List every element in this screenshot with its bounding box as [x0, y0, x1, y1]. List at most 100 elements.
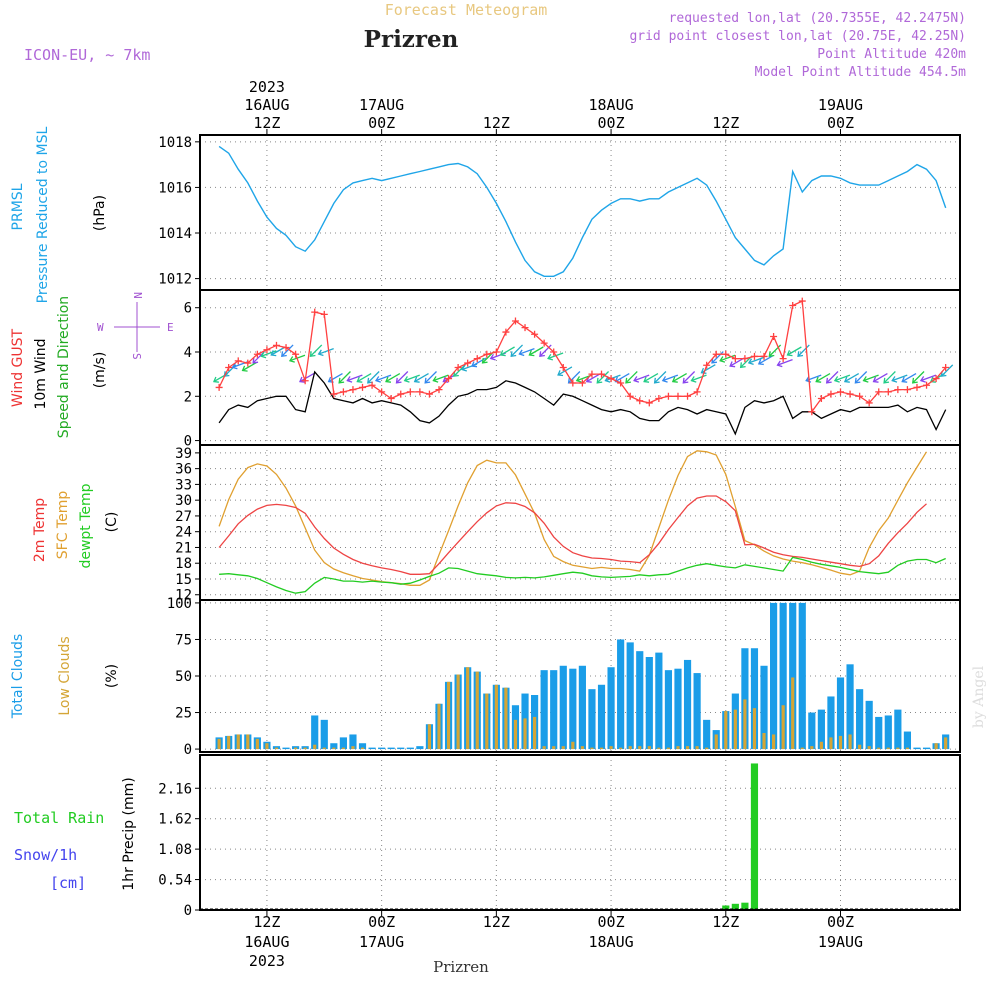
wind-arrow-shaft — [615, 373, 630, 383]
low-cloud-bar — [905, 747, 909, 750]
low-cloud-bar — [294, 747, 298, 750]
wind-arrow-head — [661, 376, 668, 383]
compass-rose: W E N S — [97, 292, 174, 360]
wind-arrow — [719, 354, 736, 363]
time-label-bottom: 12Z — [483, 913, 510, 931]
wind-arrow-head — [374, 376, 381, 383]
wind-arrow — [940, 364, 954, 377]
wind-arrow-head — [729, 361, 736, 368]
low-cloud-bar — [772, 734, 776, 750]
gust-marker — [789, 302, 797, 309]
low-cloud-bar — [934, 743, 938, 750]
total-cloud-bar — [913, 747, 921, 750]
low-cloud-bar — [236, 734, 240, 750]
clouds-label-low: Low Clouds — [57, 636, 73, 715]
wind-arrow-head — [825, 377, 832, 384]
gust-marker — [617, 379, 625, 387]
wind-arrow — [424, 371, 437, 384]
dewpoint-line — [219, 556, 946, 594]
wind-arrow-head — [671, 376, 678, 383]
total-cloud-bar — [645, 657, 653, 750]
wind-arrow-shaft — [768, 344, 782, 357]
panel-0-yaxis: 1012 1014 1016 1018 — [158, 135, 960, 288]
wind-arrow-shaft — [854, 371, 868, 384]
wind-arrow — [510, 344, 524, 358]
wind-arrow-shaft — [873, 373, 888, 383]
total-cloud-bar — [674, 668, 682, 750]
gust-marker — [263, 346, 271, 354]
wind-arrow-shaft — [662, 374, 679, 382]
total-cloud-bar — [330, 743, 338, 750]
wind-arrow-head — [539, 351, 545, 358]
wind-arrow-head — [385, 376, 392, 383]
gust-marker — [837, 388, 845, 396]
low-cloud-bar — [360, 747, 365, 750]
point-altitude: Point Altitude 420m — [817, 47, 966, 62]
ytick-label: 1.62 — [158, 812, 192, 828]
gridpoint-coords: grid point closest lon,lat (20.75E, 42.2… — [629, 29, 966, 44]
total-cloud-bar — [559, 665, 567, 750]
gust-marker — [884, 388, 892, 396]
gust-marker — [827, 390, 835, 398]
wind-arrow-shaft — [920, 374, 937, 382]
wind-arrow-head — [356, 376, 363, 383]
total-cloud-bar — [922, 747, 931, 750]
low-cloud-bar — [466, 667, 470, 750]
gust-marker — [865, 399, 873, 407]
wind-label-gust: Wind GUST — [10, 328, 26, 407]
low-cloud-bar — [303, 747, 307, 750]
wind-arrow-head — [653, 377, 660, 384]
wind-arrow-shaft — [596, 371, 610, 384]
low-cloud-bar — [523, 718, 527, 750]
wind-arrow-head — [260, 351, 267, 359]
clouds-label-unit: (%) — [104, 664, 120, 688]
gust-marker — [454, 364, 462, 371]
wind-arrow — [757, 355, 774, 366]
gust-marker — [359, 383, 367, 391]
time-label-bottom: 2023 — [249, 952, 285, 970]
panel-0-border — [199, 134, 961, 291]
ytick-label: 1018 — [158, 135, 192, 151]
gust-marker — [339, 388, 347, 396]
time-label-bottom: 12Z — [712, 913, 739, 931]
wind-arrow-head — [489, 353, 496, 361]
precip-label-unit: [cm] — [50, 874, 86, 892]
pressure-label-unit: (hPa) — [92, 195, 108, 231]
panels-layer: 1012101410161018024612151821242730333639… — [158, 78, 961, 970]
time-label-top: 18AUG — [588, 96, 633, 114]
total-cloud-bar — [779, 602, 787, 750]
time-label-bottom: 00Z — [368, 913, 395, 931]
low-cloud-bar — [427, 724, 432, 750]
low-cloud-bar — [705, 747, 709, 750]
total-cloud-bar — [655, 652, 663, 750]
wind-arrow-head — [424, 377, 431, 384]
wind-arrow-head — [317, 349, 324, 357]
wind-arrow-head — [682, 377, 689, 384]
total-cloud-bar — [703, 719, 711, 750]
time-label-top: 00Z — [598, 114, 625, 132]
wind-arrow — [403, 374, 420, 383]
gust-marker — [693, 388, 701, 396]
wind-arrow-head — [309, 351, 316, 358]
clouds-ylabel: Total Clouds Low Clouds (%) — [10, 634, 120, 719]
total-cloud-bar — [836, 677, 845, 750]
cloud-bars — [215, 602, 950, 750]
wind-arrow-shaft — [310, 344, 323, 357]
wind-arrow — [518, 347, 535, 357]
wind-arrow-shaft — [834, 374, 851, 382]
wind-arrow-head — [395, 377, 402, 384]
low-cloud-bar — [657, 747, 661, 750]
gust-marker — [253, 350, 261, 358]
wind-arrow-head — [643, 376, 650, 383]
panel-3-border — [199, 599, 961, 753]
precip-label-rain: Total Rain — [14, 809, 104, 827]
low-cloud-bar — [781, 705, 785, 750]
wind-gust-markers — [215, 297, 950, 416]
wind-arrow-head — [690, 376, 697, 383]
wind-arrow-head — [510, 351, 517, 358]
wind-arrow-head — [911, 377, 918, 384]
total-cloud-bar — [770, 602, 778, 750]
wind-arrow-shaft — [500, 346, 515, 356]
low-cloud-bar — [752, 708, 757, 750]
